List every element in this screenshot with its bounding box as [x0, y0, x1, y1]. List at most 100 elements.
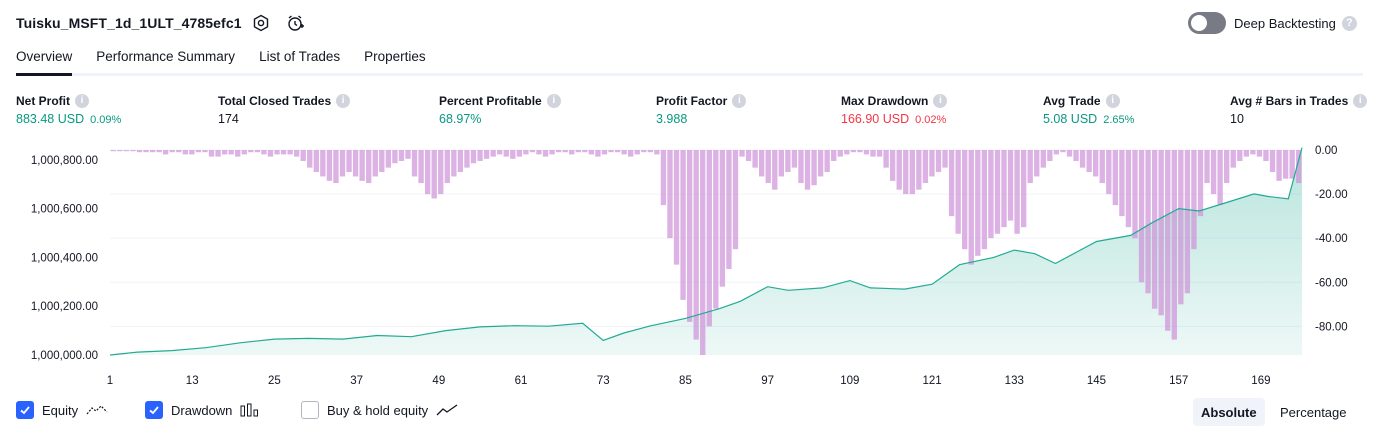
drawdown-bar [988, 150, 994, 239]
drawdown-bar [876, 150, 883, 157]
tab-list-of-trades[interactable]: List of Trades [259, 49, 341, 64]
drawdown-bar [300, 150, 306, 162]
drawdown-bar [156, 150, 162, 153]
drawdown-bar [405, 150, 411, 159]
drawdown-bar [798, 150, 804, 184]
info-icon[interactable]: i [1105, 93, 1120, 108]
scale-percentage-button[interactable]: Percentage [1280, 404, 1347, 420]
drawdown-bar [883, 150, 889, 168]
drawdown-bar [1119, 150, 1125, 217]
deep-backtesting-control: Deep Backtesting ? [1188, 12, 1357, 34]
drawdown-bar [536, 150, 542, 155]
drawdown-bar [195, 150, 202, 153]
drawdown-bar [942, 150, 948, 168]
drawdown-bar [608, 150, 614, 153]
drawdown-bar [366, 150, 372, 184]
drawdown-bar [1001, 150, 1007, 228]
drawdown-bar [660, 150, 667, 206]
buy-hold-checkbox[interactable] [301, 401, 319, 419]
drawdown-bar [1184, 150, 1191, 294]
deep-backtesting-label: Deep Backtesting [1234, 15, 1336, 31]
legend-buy-hold[interactable]: Buy & hold equity [301, 401, 458, 419]
info-icon[interactable]: i [336, 93, 351, 108]
drawdown-bar [359, 150, 365, 181]
drawdown-bar [654, 150, 660, 155]
drawdown-bar [451, 150, 457, 177]
drawdown-bar [837, 150, 843, 157]
drawdown-bar [1040, 150, 1046, 168]
info-icon[interactable]: i [1353, 93, 1368, 108]
deep-backtesting-toggle[interactable] [1188, 12, 1226, 34]
metric-label: Max Drawdown [841, 93, 929, 108]
drawdown-bar [811, 150, 817, 186]
x-axis-tick-label: 121 [922, 375, 941, 387]
drawdown-bar [732, 150, 739, 250]
drawdown-bar [1276, 150, 1282, 181]
add-alert-icon[interactable] [284, 12, 306, 34]
drawdown-bar [935, 150, 942, 173]
info-icon[interactable]: i [933, 93, 948, 108]
info-icon[interactable]: i [732, 93, 747, 108]
drawdown-bar [575, 150, 581, 153]
x-axis-tick-label: 25 [268, 375, 281, 387]
drawdown-checkbox[interactable] [145, 401, 163, 419]
left-axis-tick-label: 1,000,600.00 [31, 204, 98, 216]
x-axis-tick-label: 133 [1005, 375, 1024, 387]
drawdown-bar [221, 150, 228, 155]
info-icon[interactable]: i [546, 93, 561, 108]
settings-hex-icon[interactable] [250, 12, 272, 34]
metric-label: Percent Profitable [439, 93, 542, 108]
drawdown-bar [745, 150, 752, 162]
drawdown-bar [621, 150, 627, 155]
drawdown-bar [863, 150, 870, 155]
drawdown-bar [968, 150, 974, 265]
legend-equity[interactable]: Equity [16, 401, 108, 419]
metric-pct: 0.09% [90, 114, 122, 126]
drawdown-bar [981, 150, 988, 250]
drawdown-bar [686, 150, 693, 322]
drawdown-bar [123, 150, 130, 152]
info-icon[interactable]: i [75, 93, 89, 108]
drawdown-bar [189, 150, 195, 155]
tab-performance-summary[interactable]: Performance Summary [96, 49, 236, 64]
drawdown-bar [889, 150, 896, 181]
metric-value: 68.97% [439, 112, 482, 126]
legend-drawdown[interactable]: Drawdown [145, 401, 260, 419]
drawdown-bar [634, 150, 640, 155]
drawdown-bar [267, 150, 274, 157]
drawdown-bar [431, 150, 437, 199]
equity-chart-svg: 1,000,800.00 1,000,600.00 1,000,400.00 1,00… [31, 145, 1348, 387]
drawdown-bar [542, 150, 549, 157]
drawdown-bar [346, 150, 352, 173]
drawdown-bar [235, 150, 241, 157]
drawdown-bar [739, 150, 745, 157]
report-tabs: Overview Performance Summary List of Tra… [16, 46, 1363, 76]
equity-checkbox[interactable] [16, 401, 34, 419]
drawdown-bar [182, 150, 188, 155]
tab-overview[interactable]: Overview [16, 46, 73, 76]
help-icon[interactable]: ? [1341, 15, 1357, 31]
legend-label: Buy & hold equity [327, 402, 429, 418]
metric-pct: 0.02% [915, 114, 947, 126]
equity-chart[interactable]: 1,000,800.00 1,000,600.00 1,000,400.00 1,00… [0, 140, 1379, 390]
tab-properties[interactable]: Properties [364, 49, 426, 64]
drawdown-bar [1165, 150, 1171, 331]
drawdown-bar [588, 150, 595, 155]
drawdown-bar [929, 150, 935, 177]
drawdown-bar [778, 150, 784, 177]
drawdown-bar [1237, 150, 1243, 162]
metric-value: 883.48 USD [16, 112, 85, 126]
drawdown-bar [490, 150, 496, 157]
metric-value: 10 [1230, 112, 1244, 126]
drawdown-bar [149, 150, 156, 153]
scale-absolute-button[interactable]: Absolute [1193, 398, 1265, 426]
drawdown-bar [1145, 150, 1151, 294]
drawdown-bar [1158, 150, 1164, 316]
drawdown-bar [464, 150, 470, 168]
left-axis-tick-label: 1,000,400.00 [31, 252, 98, 264]
drawdown-bar [1099, 150, 1105, 184]
drawdown-bar [333, 150, 339, 184]
drawdown-bar [614, 150, 621, 153]
drawdown-bar [962, 150, 968, 250]
metric-value: 166.90 USD [841, 112, 910, 126]
